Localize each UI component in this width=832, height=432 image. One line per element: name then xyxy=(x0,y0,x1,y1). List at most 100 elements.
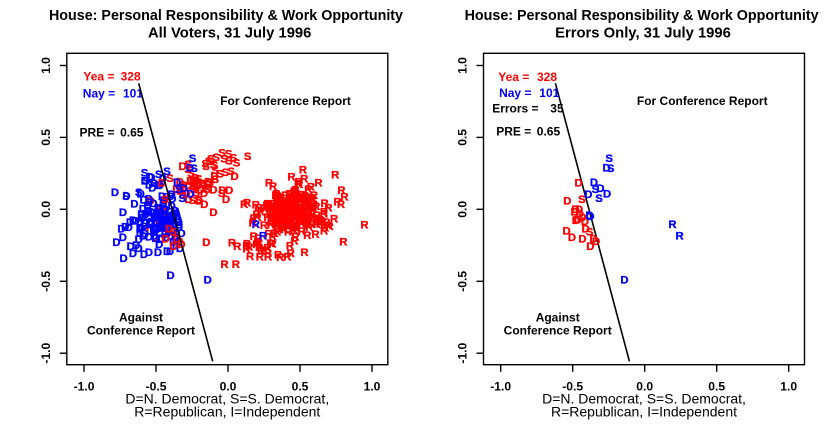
svg-text:R: R xyxy=(294,192,302,204)
svg-text:R: R xyxy=(314,214,322,226)
svg-text:D: D xyxy=(179,189,187,201)
svg-text:D: D xyxy=(209,185,217,197)
svg-text:R: R xyxy=(283,209,291,221)
svg-text:D: D xyxy=(141,176,149,188)
svg-text:R: R xyxy=(297,212,305,224)
svg-text:D: D xyxy=(592,236,600,248)
svg-text:D: D xyxy=(169,226,177,238)
svg-text:D: D xyxy=(145,193,153,205)
svg-text:S: S xyxy=(207,153,215,165)
svg-text:D: D xyxy=(158,217,166,229)
svg-text:R: R xyxy=(278,213,286,225)
svg-text:R: R xyxy=(281,190,289,202)
svg-text:S: S xyxy=(135,187,143,199)
svg-text:R: R xyxy=(297,193,305,205)
svg-text:D: D xyxy=(160,219,168,231)
svg-text:R: R xyxy=(255,242,263,254)
svg-text:Conference Report: Conference Report xyxy=(504,324,612,338)
svg-text:R: R xyxy=(278,220,286,232)
svg-text:D: D xyxy=(151,225,159,237)
svg-text:R: R xyxy=(274,191,282,203)
svg-text:R: R xyxy=(321,223,329,235)
svg-text:D: D xyxy=(169,215,177,227)
svg-text:R: R xyxy=(270,204,278,216)
svg-text:D: D xyxy=(582,224,590,236)
svg-text:D: D xyxy=(147,219,155,231)
svg-text:R: R xyxy=(322,217,330,229)
svg-text:R: R xyxy=(295,177,303,189)
svg-text:101: 101 xyxy=(539,86,559,100)
svg-text:Errors =: Errors = xyxy=(492,102,538,116)
svg-text:D: D xyxy=(161,209,169,221)
svg-text:S: S xyxy=(230,153,238,165)
svg-text:R: R xyxy=(255,237,263,249)
svg-text:D: D xyxy=(578,234,586,246)
svg-text:D: D xyxy=(144,207,152,219)
svg-text:R: R xyxy=(298,210,306,222)
svg-text:D: D xyxy=(145,247,153,259)
svg-text:Yea =: Yea = xyxy=(83,70,114,84)
svg-text:D: D xyxy=(182,189,190,201)
svg-text:D: D xyxy=(176,243,184,255)
svg-text:D: D xyxy=(176,177,184,189)
svg-text:R: R xyxy=(304,184,312,196)
svg-text:S: S xyxy=(166,173,174,185)
svg-text:D: D xyxy=(144,206,152,218)
svg-text:D: D xyxy=(590,234,598,246)
svg-text:D: D xyxy=(122,191,130,203)
svg-text:D: D xyxy=(158,204,166,216)
svg-text:D: D xyxy=(130,199,138,211)
svg-text:R: R xyxy=(269,206,277,218)
svg-text:R: R xyxy=(269,181,277,193)
svg-text:D: D xyxy=(146,226,154,238)
svg-text:R: R xyxy=(337,199,345,211)
svg-text:R: R xyxy=(289,216,297,228)
svg-text:R: R xyxy=(233,241,241,253)
svg-text:D: D xyxy=(170,241,178,253)
svg-text:R: R xyxy=(267,218,275,230)
svg-text:0.0: 0.0 xyxy=(39,201,53,218)
svg-text:-0.5: -0.5 xyxy=(146,380,167,394)
svg-text:D: D xyxy=(135,243,143,255)
svg-text:D: D xyxy=(195,196,203,208)
svg-text:R: R xyxy=(282,205,290,217)
svg-text:D: D xyxy=(155,221,163,233)
svg-text:R: R xyxy=(296,210,304,222)
svg-text:D: D xyxy=(168,189,176,201)
svg-text:R: R xyxy=(290,190,298,202)
svg-text:D: D xyxy=(563,226,571,238)
svg-text:R: R xyxy=(308,209,316,221)
svg-text:D: D xyxy=(140,221,148,233)
svg-text:R: R xyxy=(281,200,289,212)
svg-text:R: R xyxy=(275,208,283,220)
svg-text:R: R xyxy=(312,201,320,213)
svg-text:R: R xyxy=(298,189,306,201)
svg-text:R: R xyxy=(330,214,338,226)
svg-text:0.5: 0.5 xyxy=(708,380,725,394)
svg-text:All Voters, 31 July 1996: All Voters, 31 July 1996 xyxy=(148,26,311,42)
svg-text:D: D xyxy=(152,225,160,237)
svg-text:D: D xyxy=(175,217,183,229)
svg-text:R: R xyxy=(299,211,307,223)
svg-text:S: S xyxy=(188,180,196,192)
svg-text:D: D xyxy=(190,184,198,196)
svg-text:R: R xyxy=(290,206,298,218)
svg-text:D: D xyxy=(150,212,158,224)
svg-text:R: R xyxy=(290,236,298,248)
svg-text:D: D xyxy=(172,240,180,252)
svg-text:D: D xyxy=(159,214,167,226)
svg-text:D: D xyxy=(174,215,182,227)
svg-text:D: D xyxy=(147,195,155,207)
svg-text:D: D xyxy=(161,215,169,227)
svg-text:R: R xyxy=(290,210,298,222)
svg-text:D: D xyxy=(132,240,140,252)
svg-text:D: D xyxy=(160,212,168,224)
svg-text:R: R xyxy=(242,241,250,253)
svg-text:R: R xyxy=(276,212,284,224)
svg-text:D: D xyxy=(184,194,192,206)
svg-text:R: R xyxy=(304,204,312,216)
svg-text:D: D xyxy=(218,185,226,197)
svg-text:R: R xyxy=(291,201,299,213)
svg-text:R: R xyxy=(303,230,311,242)
svg-text:R: R xyxy=(285,202,293,214)
